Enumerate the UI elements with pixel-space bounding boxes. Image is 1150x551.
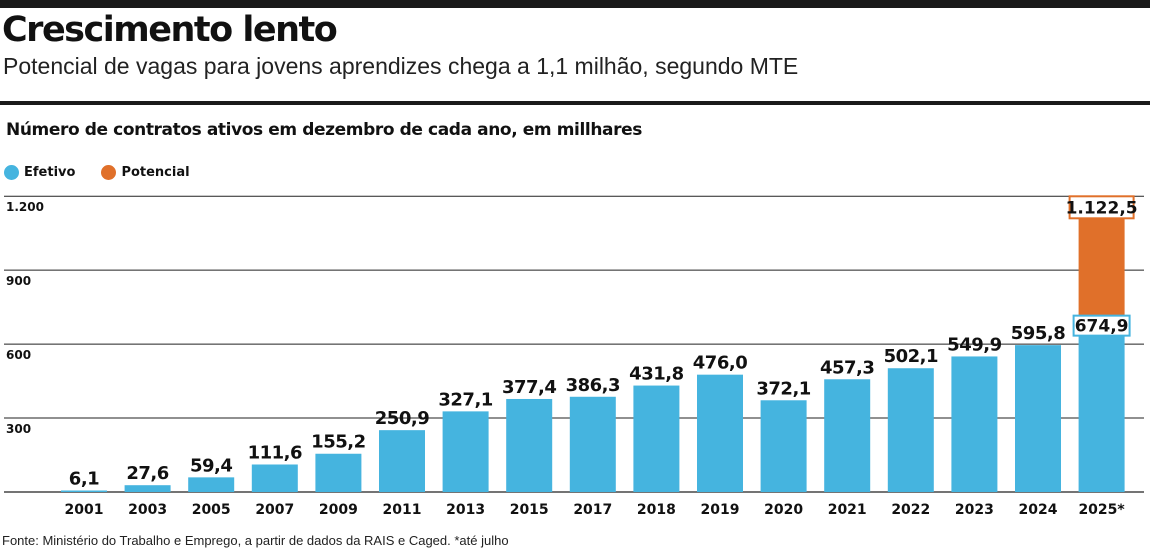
bar-effective — [1078, 325, 1125, 492]
x-tick-label: 2011 — [383, 502, 422, 518]
y-tick-label: 900 — [6, 274, 31, 288]
chart-legend: Efetivo Potencial — [4, 165, 216, 180]
x-tick-label: 2019 — [701, 502, 740, 518]
legend-label-effective: Efetivo — [24, 165, 76, 180]
data-label-effective: 674,9 — [1075, 317, 1129, 337]
bar-effective — [951, 356, 998, 492]
bar-effective — [697, 374, 743, 492]
bar-effective — [61, 490, 107, 492]
x-tick-label: 2018 — [637, 502, 676, 518]
data-label-effective: 111,6 — [248, 442, 302, 463]
x-tick-label: 2023 — [955, 502, 994, 518]
data-label-potential: 1.122,5 — [1066, 198, 1138, 218]
data-label-effective: 502,1 — [884, 346, 938, 367]
data-label-effective: 250,9 — [375, 408, 429, 429]
x-tick-label: 2025* — [1078, 502, 1125, 518]
bar-effective — [569, 396, 616, 492]
page-title: Crescimento lento — [2, 10, 338, 50]
bar-effective — [188, 477, 235, 492]
x-tick-label: 2007 — [255, 502, 294, 518]
bar-effective — [379, 430, 425, 492]
bar-effective — [506, 398, 553, 492]
data-label-box — [1072, 314, 1131, 337]
section-divider — [0, 101, 1150, 105]
x-tick-label: 2022 — [891, 502, 930, 518]
x-tick-label: 2020 — [764, 502, 803, 518]
data-label-effective: 27,6 — [126, 463, 168, 484]
data-label-effective: 6,1 — [69, 468, 99, 489]
data-label-effective: 431,8 — [629, 364, 683, 385]
bar-effective — [442, 411, 489, 492]
legend-item-effective: Efetivo — [4, 165, 75, 180]
y-tick-label: 600 — [6, 348, 31, 362]
page-subtitle: Potencial de vagas para jovens aprendize… — [3, 53, 799, 79]
x-tick-label: 2009 — [319, 502, 358, 518]
bar-effective — [887, 368, 934, 492]
x-tick-label: 2001 — [65, 502, 104, 518]
x-tick-label: 2013 — [446, 502, 485, 518]
data-label-box — [1068, 195, 1135, 220]
legend-label-potential: Potencial — [121, 165, 190, 180]
bar-effective — [824, 379, 871, 492]
bar-potential — [1078, 215, 1125, 326]
data-label-effective: 476,0 — [693, 353, 747, 374]
x-tick-label: 2021 — [828, 502, 867, 518]
x-tick-label: 2005 — [192, 502, 231, 518]
x-tick-label: 2015 — [510, 502, 549, 518]
bar-effective — [633, 385, 680, 492]
bar-effective — [1015, 345, 1061, 492]
data-label-effective: 386,3 — [566, 375, 620, 396]
data-label-effective: 377,4 — [502, 377, 556, 398]
data-label-effective: 595,8 — [1011, 323, 1065, 344]
x-tick-label: 2017 — [573, 502, 612, 518]
data-label-effective: 327,1 — [438, 389, 492, 410]
data-label-effective: 457,3 — [820, 357, 874, 378]
bar-effective — [124, 485, 171, 492]
data-label-effective: 155,2 — [311, 432, 365, 453]
y-tick-label: 1.200 — [6, 200, 44, 214]
bar-effective — [760, 400, 807, 492]
legend-item-potential: Potencial — [101, 165, 190, 180]
source-note: Fonte: Ministério do Trabalho e Emprego,… — [2, 533, 509, 548]
data-label-effective: 59,4 — [190, 455, 232, 476]
bar-chart: 300 600 900 1.200 2001 6,1 2003 27,6 2005 59,4 200… — [4, 195, 1144, 518]
x-tick-label: 2024 — [1019, 502, 1058, 518]
x-tick-label: 2003 — [128, 502, 167, 518]
y-tick-label: 300 — [6, 422, 31, 436]
bar-effective — [315, 453, 362, 492]
chart-heading: Número de contratos ativos em dezembro d… — [6, 120, 642, 140]
data-label-effective: 549,9 — [947, 334, 1001, 355]
top-rule — [0, 0, 1150, 8]
legend-swatch-effective — [4, 165, 19, 180]
legend-swatch-potential — [101, 165, 117, 180]
data-label-effective: 372,1 — [756, 378, 810, 399]
bar-effective — [251, 464, 298, 492]
